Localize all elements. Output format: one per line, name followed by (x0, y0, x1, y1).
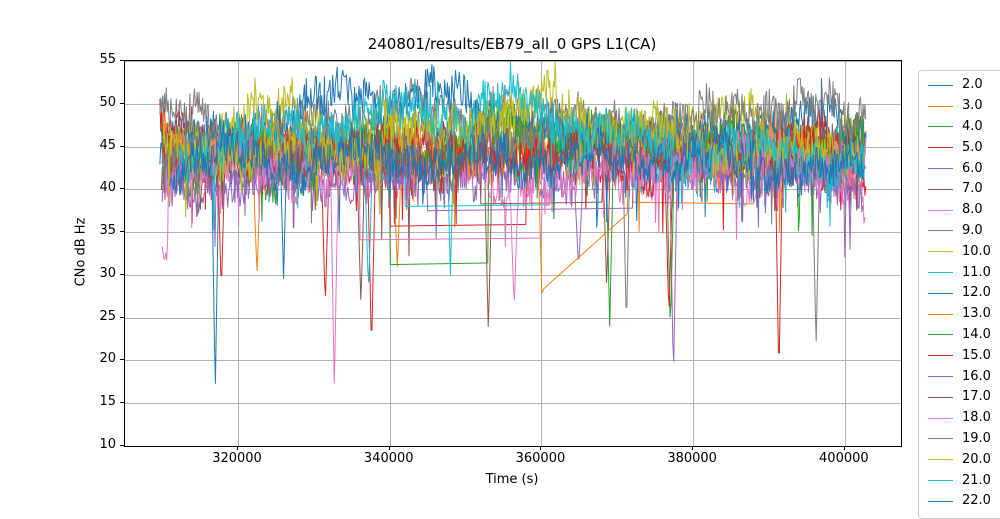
legend-item: 3.0 (928, 96, 1000, 117)
y-tick-mark (120, 316, 124, 318)
y-tick-mark (120, 102, 124, 104)
legend-item: 14.0 (928, 325, 1000, 346)
legend-line-sample (928, 147, 953, 149)
legend-label: 22.0 (962, 493, 991, 509)
legend-line-sample (928, 188, 953, 190)
legend-line-sample (928, 417, 953, 419)
legend-label: 21.0 (962, 472, 991, 488)
figure: 240801/results/EB79_all_0 GPS L1(CA) CNo… (74, 35, 1000, 519)
legend-label: 17.0 (962, 389, 991, 405)
legend-label: 7.0 (962, 181, 983, 197)
legend-label: 5.0 (962, 139, 983, 155)
x-tick-mark (388, 446, 390, 450)
y-tick-label: 55 (99, 52, 116, 67)
y-tick-label: 50 (99, 94, 116, 110)
x-tick-mark (843, 446, 845, 450)
legend-line-sample (928, 355, 953, 357)
legend-label: 4.0 (962, 118, 983, 134)
y-tick-label: 40 (99, 180, 116, 196)
legend-label: 10.0 (962, 243, 991, 259)
y-tick-label: 25 (99, 308, 116, 324)
x-tick-label: 320000 (212, 451, 262, 466)
legend-item: 10.0 (928, 241, 1000, 262)
legend-label: 12.0 (962, 285, 991, 301)
legend-line-sample (928, 334, 953, 336)
legend-item: 12.0 (928, 283, 1000, 304)
legend-item: 18.0 (928, 408, 1000, 429)
x-tick-mark (692, 446, 694, 450)
legend-label: 3.0 (962, 98, 983, 114)
legend-line-sample (928, 230, 953, 232)
x-tick-mark (237, 446, 239, 450)
legend-item: 11.0 (928, 262, 1000, 283)
legend-item: 22.0 (928, 491, 1000, 512)
y-tick-mark (120, 359, 124, 361)
legend-item: 13.0 (928, 304, 1000, 325)
legend-label: 20.0 (962, 451, 991, 467)
legend-line-sample (928, 376, 953, 378)
legend-label: 8.0 (962, 202, 983, 218)
legend-label: 19.0 (962, 430, 991, 446)
y-tick-mark (120, 273, 124, 275)
x-tick-label: 380000 (667, 451, 717, 466)
legend-line-sample (928, 480, 953, 482)
y-tick-label: 35 (99, 223, 116, 239)
legend-line-sample (928, 168, 953, 170)
legend-line-sample (928, 500, 953, 502)
legend-item: 6.0 (928, 158, 1000, 179)
x-tick-mark (540, 446, 542, 450)
legend-item: 8.0 (928, 200, 1000, 221)
legend-label: 2.0 (962, 77, 983, 93)
legend-label: 18.0 (962, 410, 991, 426)
y-tick-label: 30 (99, 265, 116, 281)
legend-line-sample (928, 105, 953, 107)
legend-line-sample (928, 459, 953, 461)
legend-line-sample (928, 292, 953, 294)
y-tick-mark (120, 188, 124, 190)
y-tick-mark (120, 445, 124, 446)
y-tick-mark (120, 60, 124, 61)
x-tick-label: 360000 (515, 451, 566, 466)
y-tick-label: 15 (99, 394, 116, 410)
legend-item: 9.0 (928, 221, 1000, 242)
chart-title: 240801/results/EB79_all_0 GPS L1(CA) (367, 35, 657, 53)
legend-item: 2.0 (928, 75, 1000, 96)
legend-item: 19.0 (928, 429, 1000, 450)
legend-line-sample (928, 126, 953, 128)
legend-item: 21.0 (928, 470, 1000, 491)
x-tick-label: 340000 (363, 451, 414, 466)
y-tick-mark (120, 231, 124, 233)
legend-label: 16.0 (962, 368, 991, 384)
y-tick-mark (120, 402, 124, 404)
legend-label: 15.0 (962, 347, 991, 363)
legend-line-sample (928, 272, 953, 274)
legend-label: 6.0 (962, 160, 983, 176)
legend-item: 7.0 (928, 179, 1000, 200)
legend-item: 15.0 (928, 345, 1000, 366)
legend-label: 11.0 (962, 264, 991, 280)
legend: 2.0 3.0 4.0 5.0 6.0 7.0 8.0 9.0 10.0 11.0 12.0 13.0… (918, 70, 1000, 519)
legend-item: 5.0 (928, 137, 1000, 158)
legend-item: 20.0 (928, 449, 1000, 470)
legend-line-sample (928, 438, 953, 440)
plot-canvas (125, 61, 901, 446)
legend-line-sample (928, 396, 953, 398)
legend-line-sample (928, 209, 953, 211)
legend-line-sample (928, 251, 953, 253)
legend-line-sample (928, 313, 953, 315)
legend-item: 17.0 (928, 387, 1000, 408)
legend-label: 9.0 (962, 222, 983, 238)
legend-item: 4.0 (928, 117, 1000, 138)
x-axis-label: Time (s) (485, 472, 539, 487)
y-tick-label: 45 (99, 137, 116, 153)
x-tick-label: 400000 (819, 451, 869, 466)
y-tick-mark (120, 145, 124, 147)
plot-area (124, 60, 902, 447)
legend-item: 16.0 (928, 366, 1000, 387)
legend-line-sample (928, 84, 953, 86)
y-tick-label: 20 (99, 351, 116, 367)
y-tick-label: 10 (99, 437, 116, 452)
legend-label: 14.0 (962, 326, 991, 342)
legend-label: 13.0 (962, 306, 991, 322)
